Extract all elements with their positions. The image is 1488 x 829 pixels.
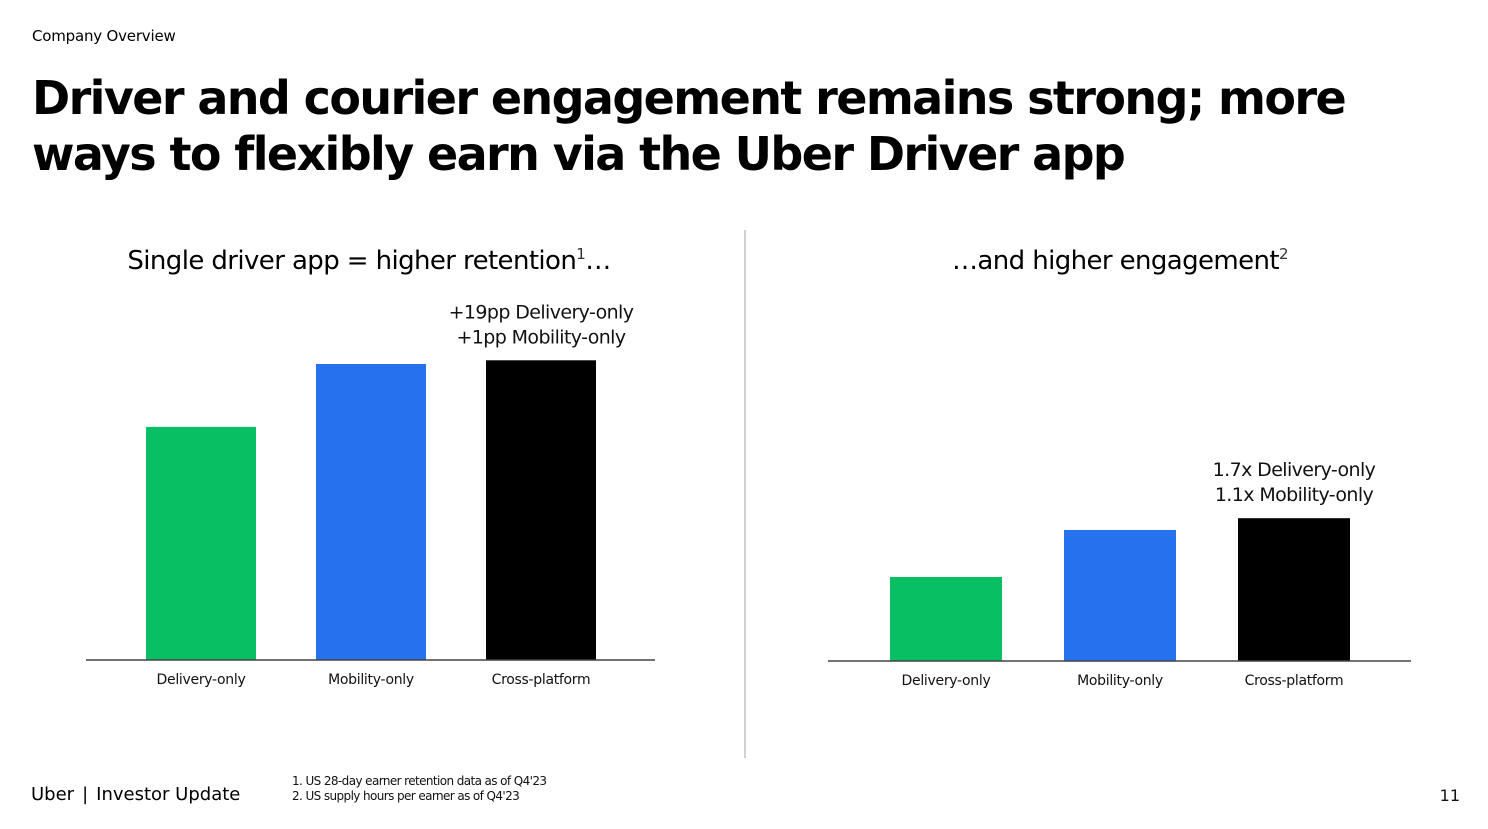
bar-annotation: +19pp Delivery-only [449, 301, 634, 323]
chart-title-footnote-ref: 1 [576, 245, 586, 263]
bar-mobility-only [1064, 529, 1176, 661]
engagement-bar-chart: Delivery-only Mobility-only Cross-platform… [828, 459, 1411, 689]
page-title: Driver and courier engagement remains st… [32, 71, 1347, 181]
footer-brand: Uber | Investor Update [31, 784, 240, 805]
x-tick-label: Delivery-only [157, 672, 246, 688]
x-tick-label: Mobility-only [1077, 673, 1163, 689]
chart-title-suffix: … [585, 246, 611, 276]
bar-delivery-only [890, 577, 1002, 661]
chart-title-footnote-ref: 2 [1279, 245, 1289, 263]
brand-separator: | [82, 784, 89, 805]
chart-title-text: …and higher engagement [952, 246, 1280, 276]
bar-cross-platform [486, 360, 596, 660]
footnote-1: 1. US 28-day earner retention data as of… [292, 774, 547, 788]
retention-bar-chart: Delivery-only Mobility-only Cross-platform… [86, 301, 655, 688]
bar-annotation: 1.7x Delivery-only [1213, 459, 1376, 481]
x-tick-label: Mobility-only [328, 672, 414, 688]
x-tick-label: Cross-platform [492, 672, 591, 688]
x-tick-label: Delivery-only [902, 673, 991, 689]
page-number: 11 [1439, 786, 1460, 805]
brand-name: Uber [31, 784, 75, 805]
bar-cross-platform [1238, 518, 1350, 661]
bar-annotation: +1pp Mobility-only [456, 326, 625, 348]
panel-divider [744, 230, 746, 758]
footnotes: 1. US 28-day earner retention data as of… [292, 774, 547, 804]
section-label: Company Overview [32, 27, 176, 45]
footer-label: Investor Update [96, 784, 241, 805]
chart-title-text: Single driver app = higher retention [127, 246, 577, 276]
x-tick-label: Cross-platform [1245, 673, 1344, 689]
chart-title-engagement: …and higher engagement2 [952, 245, 1289, 276]
bar-annotation: 1.1x Mobility-only [1215, 484, 1374, 506]
bar-delivery-only [146, 426, 256, 660]
bar-mobility-only [316, 364, 426, 660]
footnote-2: 2. US supply hours per earner as of Q4'2… [292, 789, 520, 803]
chart-title-retention: Single driver app = higher retention1… [127, 245, 611, 276]
